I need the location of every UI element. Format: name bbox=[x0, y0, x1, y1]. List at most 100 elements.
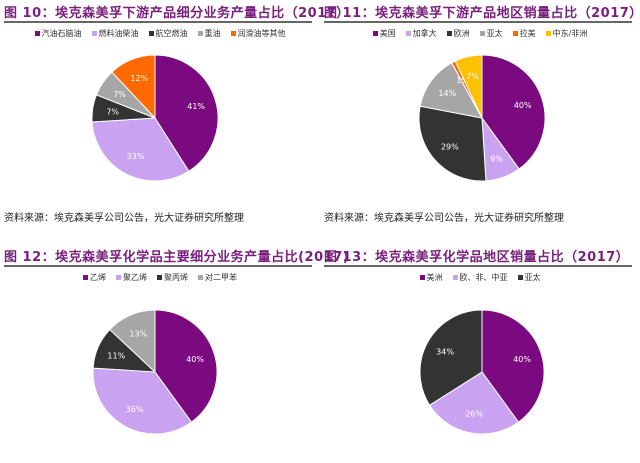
legend: 乙烯 聚乙烯 聚丙烯 对二甲苯 bbox=[0, 272, 320, 283]
slice-label: 40% bbox=[514, 101, 532, 110]
pie-chart: 40% 36% 11% 13% bbox=[92, 309, 218, 435]
source-note: 资料来源：埃克森美孚公司公告，光大证券研究所整理 bbox=[324, 213, 564, 224]
legend-item: 美国 bbox=[372, 29, 396, 38]
title-divider bbox=[324, 265, 632, 267]
title-divider bbox=[4, 265, 312, 267]
pie-chart: 40% 9% 29% 14%1%7% bbox=[418, 54, 546, 182]
slice-label: 7% bbox=[466, 72, 479, 81]
legend-swatch bbox=[197, 31, 203, 36]
legend-item: 亚太 bbox=[479, 29, 503, 38]
legend-swatch bbox=[91, 31, 97, 36]
legend-swatch bbox=[83, 275, 88, 280]
legend-swatch bbox=[419, 275, 425, 280]
legend-swatch bbox=[157, 275, 162, 280]
pie-slice bbox=[154, 309, 218, 423]
chart-title: 图 10：埃克森美孚下游产品细分业务产量占比（2017） bbox=[4, 6, 350, 21]
legend-item: 润滑油等其他 bbox=[230, 29, 286, 38]
pie-slice bbox=[454, 54, 483, 119]
legend-swatch bbox=[512, 31, 518, 36]
pie-slice bbox=[481, 309, 545, 423]
legend-item: 燃料油柴油 bbox=[91, 29, 139, 38]
legend-swatch bbox=[446, 31, 452, 36]
pie-slice bbox=[109, 309, 156, 374]
pie-slice bbox=[92, 367, 193, 435]
legend-label: 中东/非洲 bbox=[552, 29, 588, 38]
pie-chart: 41% 33% 7% 7% 12% bbox=[91, 54, 219, 182]
legend-item: 中东/非洲 bbox=[545, 29, 588, 38]
legend-label: 亚太 bbox=[486, 29, 503, 38]
legend-label: 汽油石脑油 bbox=[41, 29, 82, 38]
chart-title: 图 11：埃克森美孚下游产品地区销量占比（2017） bbox=[324, 6, 640, 21]
chart-title: 图 12：埃克森美孚化学品主要细分业务产量占比(2017) bbox=[4, 250, 350, 265]
pie-chart: 40% 26% 34% bbox=[419, 309, 545, 435]
slice-label: 40% bbox=[513, 355, 531, 364]
slice-label: 36% bbox=[126, 405, 144, 414]
legend-label: 对二甲苯 bbox=[205, 273, 237, 282]
legend-item: 重油 bbox=[197, 29, 221, 38]
legend: 汽油石脑油 燃料油柴油 航空燃油 重油 润滑油等其他 bbox=[0, 28, 320, 39]
legend-swatch bbox=[479, 31, 485, 36]
pie-slice bbox=[419, 309, 483, 406]
legend-label: 欧洲 bbox=[453, 29, 470, 38]
legend-item: 航空燃油 bbox=[148, 29, 188, 38]
pie-slice bbox=[91, 117, 190, 182]
legend-label: 美国 bbox=[379, 29, 396, 38]
slice-label: 13% bbox=[129, 329, 147, 338]
pie-slice bbox=[111, 54, 156, 120]
legend-swatch bbox=[545, 31, 551, 36]
legend-label: 聚乙烯 bbox=[123, 273, 147, 282]
legend-swatch bbox=[148, 31, 154, 36]
legend-swatch bbox=[372, 31, 378, 36]
slice-label: 12% bbox=[130, 74, 148, 83]
legend-label: 欧、非、中亚 bbox=[459, 273, 508, 282]
slice-label: 41% bbox=[187, 102, 205, 111]
legend-item: 欧洲 bbox=[446, 29, 470, 38]
title-divider bbox=[324, 21, 632, 23]
legend-item: 拉美 bbox=[512, 29, 536, 38]
legend-label: 润滑油等其他 bbox=[237, 29, 286, 38]
slice-label: 7% bbox=[113, 90, 126, 99]
slice-label: 11% bbox=[107, 351, 125, 360]
slice-label: 33% bbox=[127, 152, 145, 161]
source-note: 资料来源：埃克森美孚公司公告，光大证券研究所整理 bbox=[4, 213, 244, 224]
slice-label: 34% bbox=[436, 348, 454, 357]
slice-label: 1% bbox=[456, 76, 469, 85]
legend-label: 航空燃油 bbox=[155, 29, 188, 38]
legend-label: 拉美 bbox=[519, 29, 536, 38]
legend-swatch bbox=[198, 275, 203, 280]
pie-slice bbox=[419, 62, 483, 119]
legend-swatch bbox=[34, 31, 40, 36]
title-divider bbox=[4, 21, 312, 23]
legend-item: 聚丙烯 bbox=[157, 273, 188, 282]
legend-label: 乙烯 bbox=[90, 273, 106, 282]
legend: 美洲 欧、非、中亚 亚太 bbox=[320, 272, 640, 283]
pie-chart-panel: 41% 33% 7% 7% 12% 图 10：埃克森美孚下游产品细分业务产量占比（2017… bbox=[0, 0, 349, 224]
pie-chart-panel: 40% 9% 29% 14% 1% 7% 图 11：埃克森美孚下游产品地区销量占比（2017… bbox=[320, 0, 640, 224]
legend-item: 汽油石脑油 bbox=[34, 29, 82, 38]
slice-label: 7% bbox=[106, 107, 119, 116]
pie-slice bbox=[418, 105, 487, 182]
legend-label: 燃料油柴油 bbox=[98, 29, 139, 38]
legend-swatch bbox=[230, 31, 236, 36]
legend-swatch bbox=[517, 275, 523, 280]
legend-item: 聚乙烯 bbox=[116, 273, 147, 282]
pie-chart-panel: 40% 36% 11% 13% 图 12：埃克森美孚化学品主要细分业务产量占比(2017… bbox=[0, 244, 349, 463]
pie-slice bbox=[428, 371, 520, 435]
slice-label: 40% bbox=[186, 355, 204, 364]
legend-item: 美洲 bbox=[419, 273, 443, 282]
legend-item: 欧、非、中亚 bbox=[452, 273, 508, 282]
slice-label: 29% bbox=[441, 142, 459, 151]
legend-item: 亚太 bbox=[517, 273, 541, 282]
legend-item: 对二甲苯 bbox=[198, 273, 237, 282]
pie-slice bbox=[481, 54, 546, 170]
legend-swatch bbox=[405, 31, 411, 36]
legend-label: 聚丙烯 bbox=[164, 273, 188, 282]
legend-swatch bbox=[116, 275, 121, 280]
slice-label: 9% bbox=[490, 154, 503, 163]
slice-label: 26% bbox=[465, 409, 483, 418]
legend-item: 乙烯 bbox=[83, 273, 106, 282]
legend-label: 加拿大 bbox=[412, 29, 437, 38]
legend-label: 重油 bbox=[204, 29, 221, 38]
chart-title: 图 13：埃克森美孚化学品地区销量占比（2017） bbox=[324, 250, 630, 265]
legend-item: 加拿大 bbox=[405, 29, 437, 38]
